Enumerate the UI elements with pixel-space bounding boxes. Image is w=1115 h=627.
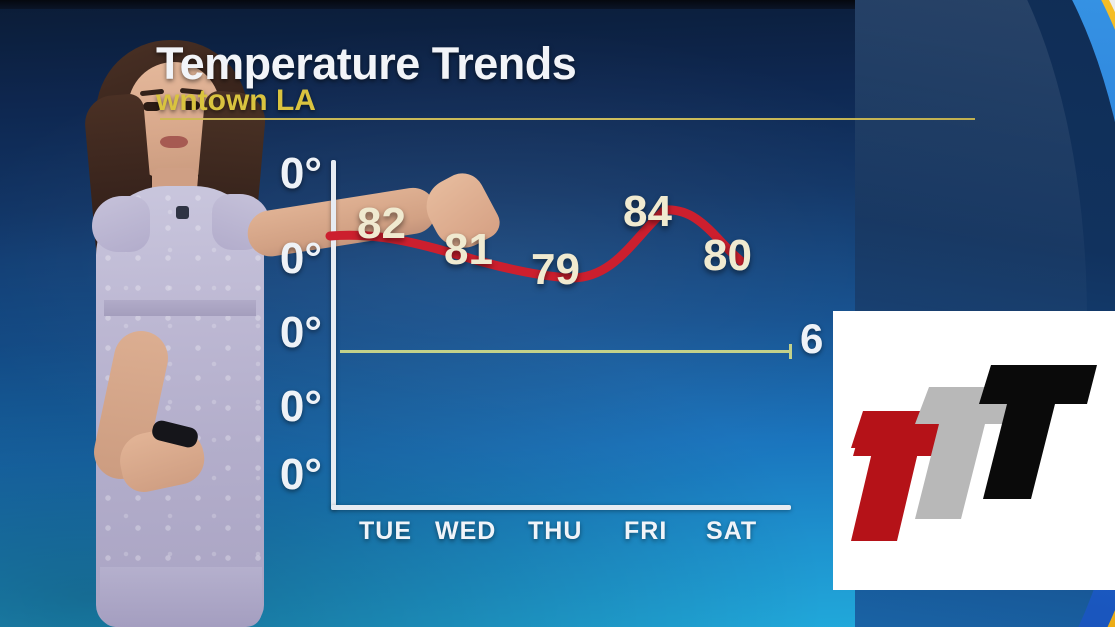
top-letterbox-bar — [0, 0, 1115, 9]
normal-temperature-label: 6 — [800, 315, 824, 362]
logo-letter-t-gray — [915, 387, 1023, 519]
y-axis-tick-60: 0° — [279, 382, 322, 431]
data-label-fri: 84 — [623, 187, 672, 236]
y-axis — [331, 160, 336, 510]
logo-letter-t-black — [979, 365, 1097, 499]
normal-line-end-cap — [789, 344, 792, 359]
y-axis-tick-50: 0° — [279, 450, 322, 499]
presenter-eye-left — [143, 102, 161, 111]
station-logo-icon — [851, 365, 1097, 541]
x-axis-tick-thu: THU — [528, 517, 583, 545]
presenter-mouth — [160, 136, 188, 148]
presenter-dress-hem — [100, 567, 262, 627]
logo-letter-t-red — [851, 411, 955, 541]
data-label-tue: 82 — [357, 199, 406, 248]
x-axis-tick-wed: WED — [435, 517, 497, 545]
data-label-thu: 79 — [531, 245, 580, 294]
y-axis-tick-70: 0° — [279, 308, 322, 357]
data-label-wed: 81 — [444, 225, 493, 274]
presenter-eye-right — [182, 101, 200, 110]
normal-temperature-reference-line — [340, 350, 792, 353]
page-title: Temperature Trends — [156, 38, 577, 89]
data-label-sat: 80 — [703, 231, 752, 280]
y-axis-tick-90: 0° — [279, 149, 322, 198]
presenter-dress-waistband — [104, 300, 256, 316]
x-axis — [331, 505, 791, 510]
location-subtitle: wntown LA — [156, 84, 316, 117]
presenter-lapel-mic — [176, 206, 189, 219]
station-logo — [833, 311, 1115, 590]
x-axis-tick-tue: TUE — [359, 517, 412, 545]
x-axis-tick-sat: SAT — [706, 517, 758, 545]
presenter-shoulder-left — [92, 196, 150, 252]
x-axis-tick-fri: FRI — [624, 517, 668, 545]
y-axis-tick-80: 0° — [279, 234, 322, 283]
presenter-figure — [0, 0, 506, 627]
title-underline-rule — [160, 118, 975, 120]
